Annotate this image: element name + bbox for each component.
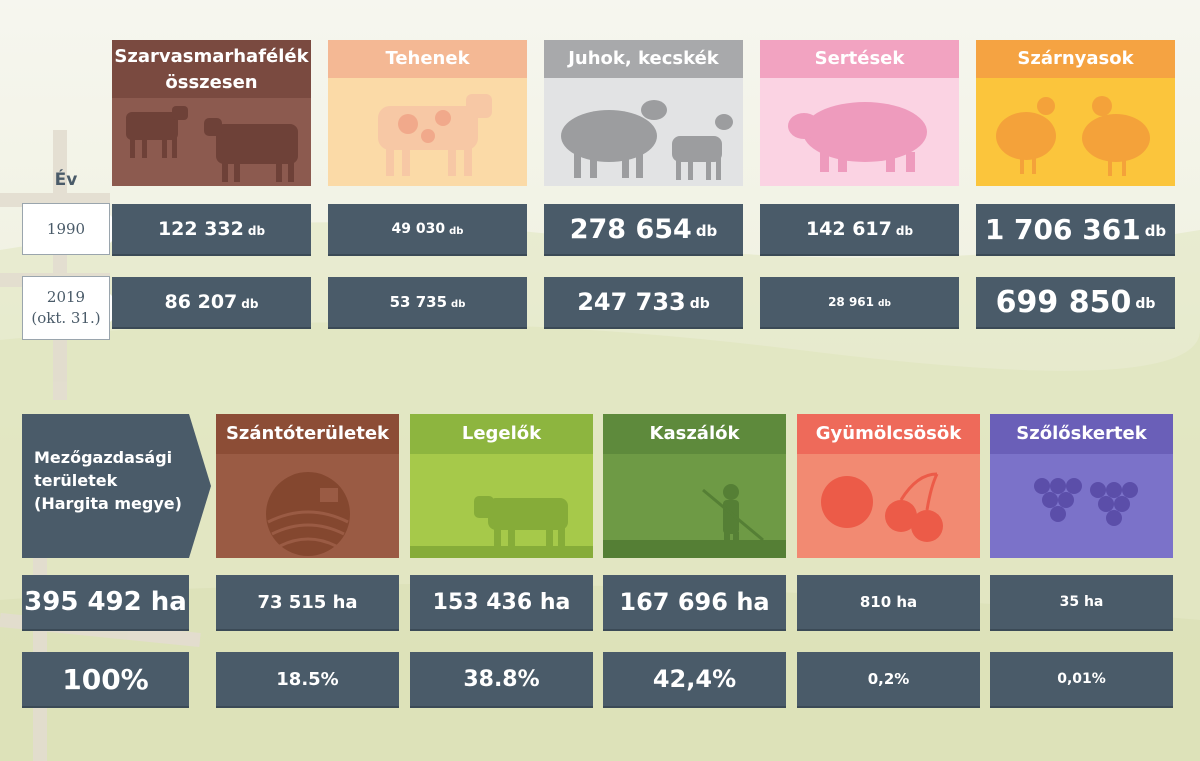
sheep-goat-icon <box>561 100 733 180</box>
grazing-cow-icon <box>410 496 593 558</box>
fruit-icon <box>821 472 943 542</box>
vineyards-area: 35 ha <box>990 575 1173 631</box>
cattle-pair-icon <box>126 106 298 182</box>
grapes-icon <box>1034 478 1138 526</box>
cows-2019-value: 53 735 db <box>328 277 527 329</box>
sheep-1990-value: 278 654 db <box>544 204 743 256</box>
poultry-icon <box>996 96 1150 176</box>
vineyards-percent: 0,01% <box>990 652 1173 708</box>
chevron-right-icon <box>189 414 211 558</box>
cattle-2019-value: 86 207 db <box>112 277 311 329</box>
hayfields-area: 167 696 ha <box>603 575 786 631</box>
poultry-1990-value: 1 706 361 db <box>976 204 1175 256</box>
land-card-pastures: Legelők <box>410 414 593 558</box>
orchards-percent: 0,2% <box>797 652 980 708</box>
land-card-vineyards: Szőlőskertek <box>990 414 1173 558</box>
livestock-card-pigs: Sertések <box>760 40 959 186</box>
livestock-card-poultry: Szárnyasok <box>976 40 1175 186</box>
livestock-card-cattle: Szarvasmarhafélék összesen <box>112 40 311 186</box>
land-total-percent: 100% <box>22 652 189 708</box>
land-total-area: 395 492 ha <box>22 575 189 631</box>
land-card-orchards: Gyümölcsösök <box>797 414 980 558</box>
land-card-hayfields: Kaszálók <box>603 414 786 558</box>
livestock-card-cows: Tehenek <box>328 40 527 186</box>
year-label-1990: 1990 <box>22 203 110 255</box>
mower-icon <box>603 484 786 558</box>
pigs-1990-value: 142 617 db <box>760 204 959 256</box>
land-card-arable: Szántóterületek <box>216 414 399 558</box>
pigs-2019-value: 28 961 db <box>760 277 959 329</box>
cows-1990-value: 49 030 db <box>328 204 527 256</box>
pastures-area: 153 436 ha <box>410 575 593 631</box>
sheep-2019-value: 247 733 db <box>544 277 743 329</box>
spotted-cow-icon <box>378 94 492 176</box>
pig-icon <box>788 102 927 172</box>
year-column-header: Év <box>54 170 78 190</box>
poultry-2019-value: 699 850 db <box>976 277 1175 329</box>
cattle-1990-value: 122 332 db <box>112 204 311 256</box>
year-label-2019: 2019 (okt. 31.) <box>22 276 110 340</box>
arable-percent: 18.5% <box>216 652 399 708</box>
pastures-percent: 38.8% <box>410 652 593 708</box>
hayfields-percent: 42,4% <box>603 652 786 708</box>
land-section-label: Mezőgazdasági területek (Hargita megye) <box>22 414 189 558</box>
farmland-icon <box>266 472 350 556</box>
livestock-card-sheep-goats: Juhok, kecskék <box>544 40 743 186</box>
arable-area: 73 515 ha <box>216 575 399 631</box>
orchards-area: 810 ha <box>797 575 980 631</box>
